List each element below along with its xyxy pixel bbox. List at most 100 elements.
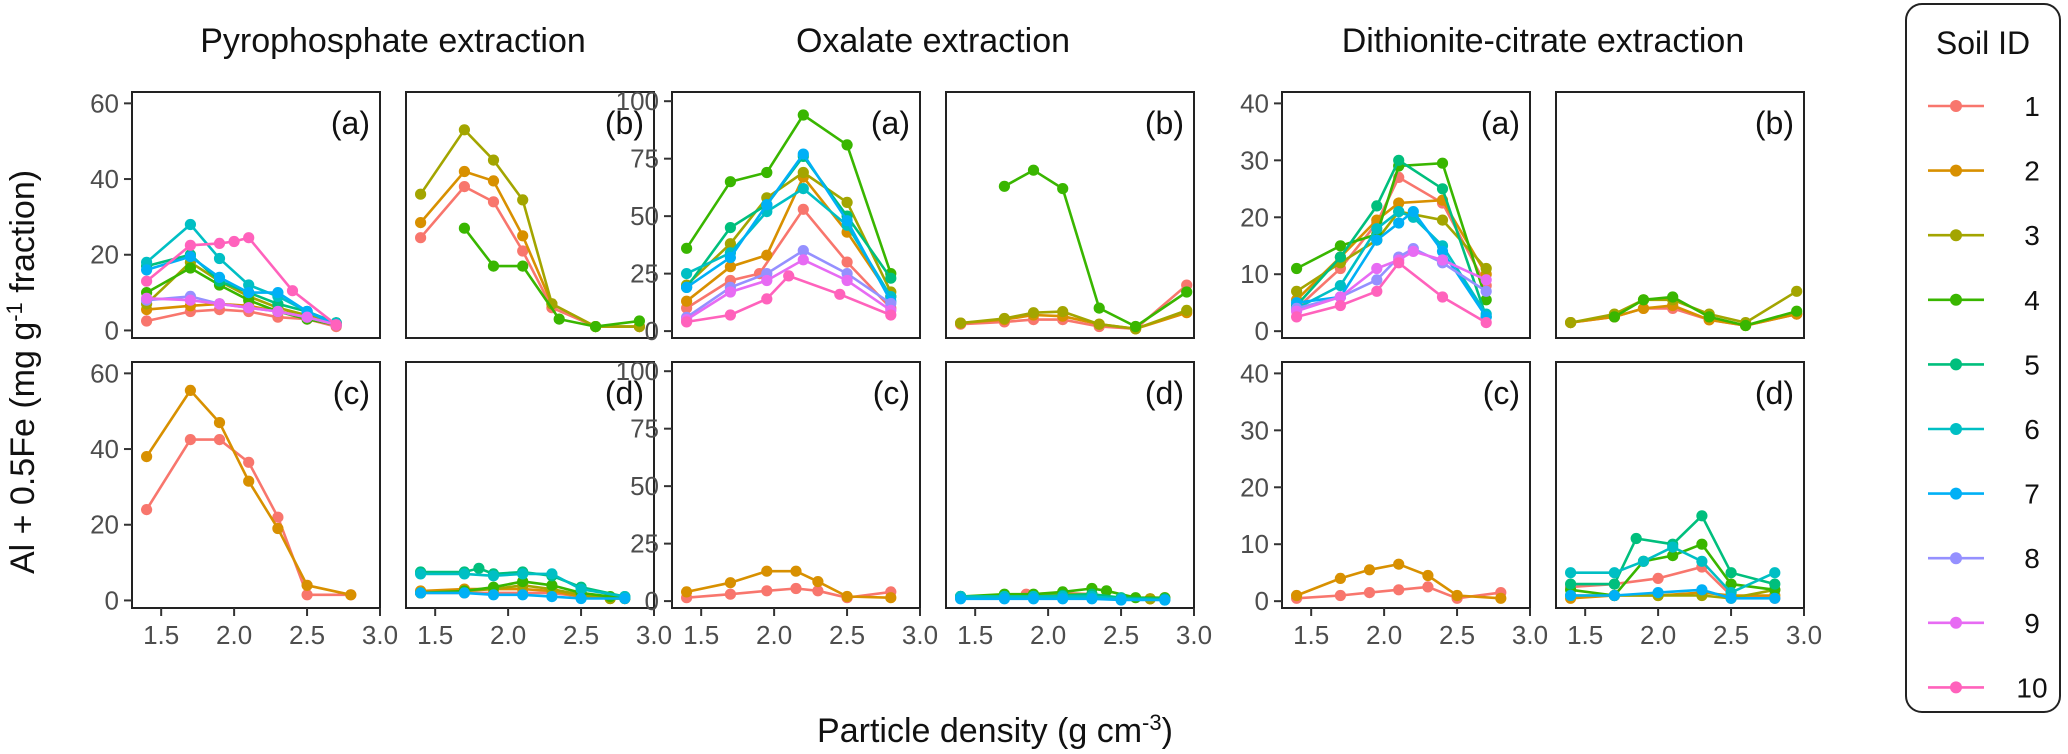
legend-key-point <box>1950 293 1962 306</box>
data-point <box>681 586 693 598</box>
y-tick-label: 40 <box>1240 358 1269 388</box>
panel-label: (a) <box>331 105 370 141</box>
data-point <box>1791 305 1803 317</box>
legend-item-7: 7 <box>1928 479 2040 510</box>
data-point <box>330 319 342 331</box>
y-tick-label: 0 <box>1255 316 1269 346</box>
panel-label: (b) <box>1755 105 1794 141</box>
data-point <box>1436 254 1449 266</box>
data-point <box>1637 302 1650 314</box>
legend-key-point <box>1950 100 1962 112</box>
data-point <box>213 237 226 249</box>
x-tick-label: 2.0 <box>1640 620 1676 650</box>
data-point <box>724 238 737 250</box>
data-point <box>841 196 853 208</box>
panel-label: (b) <box>1145 105 1184 141</box>
data-point <box>415 232 427 244</box>
y-tick-label: 60 <box>90 358 119 388</box>
legend-key-point <box>1950 616 1962 629</box>
data-point <box>1393 584 1405 596</box>
data-point <box>1393 257 1405 269</box>
data-point <box>184 262 196 274</box>
panel-frame <box>945 91 1195 339</box>
data-point <box>681 242 693 254</box>
legend-item-5: 5 <box>1928 349 2040 380</box>
x-tick-label: 2.5 <box>563 620 599 650</box>
data-point <box>761 293 773 305</box>
x-tick-label: 3.0 <box>1786 620 1822 650</box>
panel-b: (b) <box>945 91 1195 339</box>
data-point <box>213 434 226 446</box>
series-line <box>1296 161 1488 301</box>
y-tick-label: 75 <box>630 144 659 174</box>
data-point <box>841 590 853 603</box>
series-soil-6 <box>1565 541 1781 599</box>
data-point <box>1769 567 1781 579</box>
x-tick-label: 3.0 <box>362 620 398 650</box>
data-point <box>458 587 470 599</box>
data-point <box>487 589 500 601</box>
data-point <box>724 251 737 264</box>
y-tick-label: 100 <box>616 356 659 386</box>
data-point <box>1371 262 1383 275</box>
series-line <box>1613 295 1798 327</box>
legend-key-point <box>1950 358 1962 371</box>
data-point <box>1334 299 1346 312</box>
panel-d: 1.5 2.0 2.5 3.0 (d) <box>945 361 1212 650</box>
data-point <box>141 292 153 304</box>
series-soil-7 <box>415 587 631 605</box>
legend-key-point <box>1950 164 1962 177</box>
data-point <box>1371 223 1383 235</box>
x-tick-label: 3.0 <box>1176 620 1212 650</box>
legend-entries: 1 2 3 4 5 6 7 8 9 10 <box>1928 91 2048 703</box>
series-soil-4 <box>1608 291 1803 332</box>
data-point <box>517 230 529 242</box>
data-point <box>1740 319 1752 332</box>
data-point <box>1436 157 1449 169</box>
panel-label: (c) <box>1483 375 1520 411</box>
data-point <box>1393 558 1405 570</box>
data-point <box>998 180 1011 192</box>
facet-group-3: Dithionite-citrate extraction 0 10 20 30 40 (a… <box>1240 22 1822 650</box>
data-point <box>1334 251 1346 263</box>
y-tick-label: 0 <box>1255 586 1269 616</box>
y-tick-label: 60 <box>90 88 119 118</box>
y-tick-label: 40 <box>90 434 119 464</box>
data-point <box>546 568 558 580</box>
series-line <box>1295 158 1488 318</box>
x-tick-label: 1.5 <box>417 620 453 650</box>
data-point <box>487 154 500 166</box>
data-point <box>1725 567 1737 579</box>
data-point <box>681 295 693 307</box>
series-soil-4 <box>458 222 646 333</box>
panel-frame <box>1555 361 1805 609</box>
data-point <box>841 139 853 151</box>
data-point <box>681 281 693 293</box>
y-tick-label: 30 <box>1240 415 1269 445</box>
data-point <box>1422 569 1434 582</box>
data-point <box>1334 572 1346 585</box>
data-point <box>1480 317 1492 329</box>
panel-frame <box>405 361 655 609</box>
x-tick-label: 2.0 <box>490 620 526 650</box>
panel-a: 0 25 50 75 100 (a) <box>616 86 921 346</box>
legend-item-10: 10 <box>1928 672 2048 703</box>
data-point <box>213 417 226 429</box>
panel-c: 0 10 20 30 40 1.5 2.0 2.5 3.0 (c) <box>1240 358 1548 650</box>
data-point <box>797 203 809 215</box>
panels-layer: Pyrophosphate extraction 0 20 40 60 (a) (b) 0 20… <box>90 22 1822 650</box>
x-axis-title: Particle density (g cm-3) <box>817 710 1173 751</box>
data-point <box>272 305 284 318</box>
data-point <box>1769 592 1781 604</box>
data-point <box>575 592 587 605</box>
data-point <box>546 579 558 591</box>
data-point <box>724 286 737 298</box>
data-point <box>243 302 255 314</box>
data-point <box>783 270 795 282</box>
data-point <box>415 587 427 599</box>
y-axis-title: Al + 0.5Fe (mg g-1 fraction) <box>2 170 43 574</box>
data-point <box>1291 262 1303 275</box>
x-tick-label: 2.5 <box>829 620 865 650</box>
legend-label: 4 <box>2024 285 2040 316</box>
legend-label: 3 <box>2024 220 2040 251</box>
